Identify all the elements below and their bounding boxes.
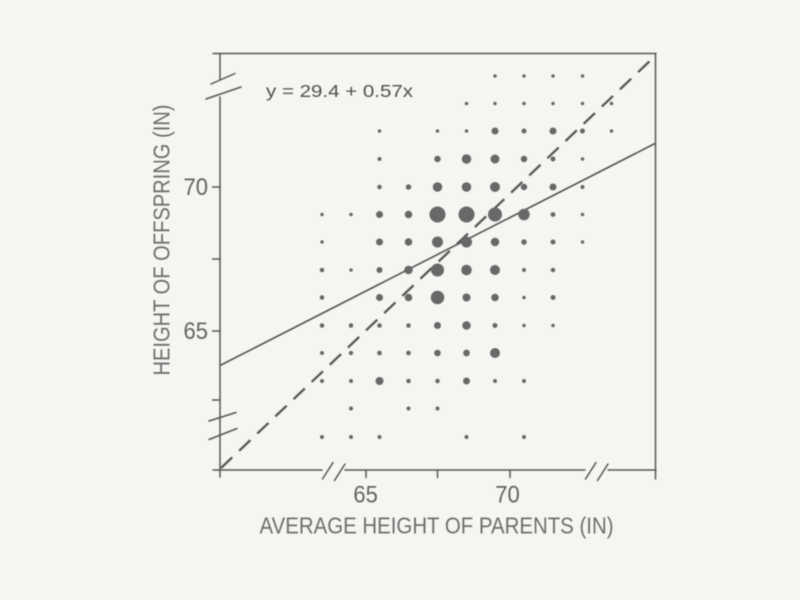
svg-text:70: 70 [495,482,520,509]
svg-text:65: 65 [353,482,378,509]
svg-text:65: 65 [184,318,209,345]
svg-text:HEIGHT OF OFFSPRING (IN): HEIGHT OF OFFSPRING (IN) [149,105,175,376]
svg-text:70: 70 [184,174,209,201]
svg-text:AVERAGE HEIGHT OF PARENTS (IN): AVERAGE HEIGHT OF PARENTS (IN) [260,513,614,539]
svg-text:y = 29.4 + 0.57x: y = 29.4 + 0.57x [266,81,413,101]
